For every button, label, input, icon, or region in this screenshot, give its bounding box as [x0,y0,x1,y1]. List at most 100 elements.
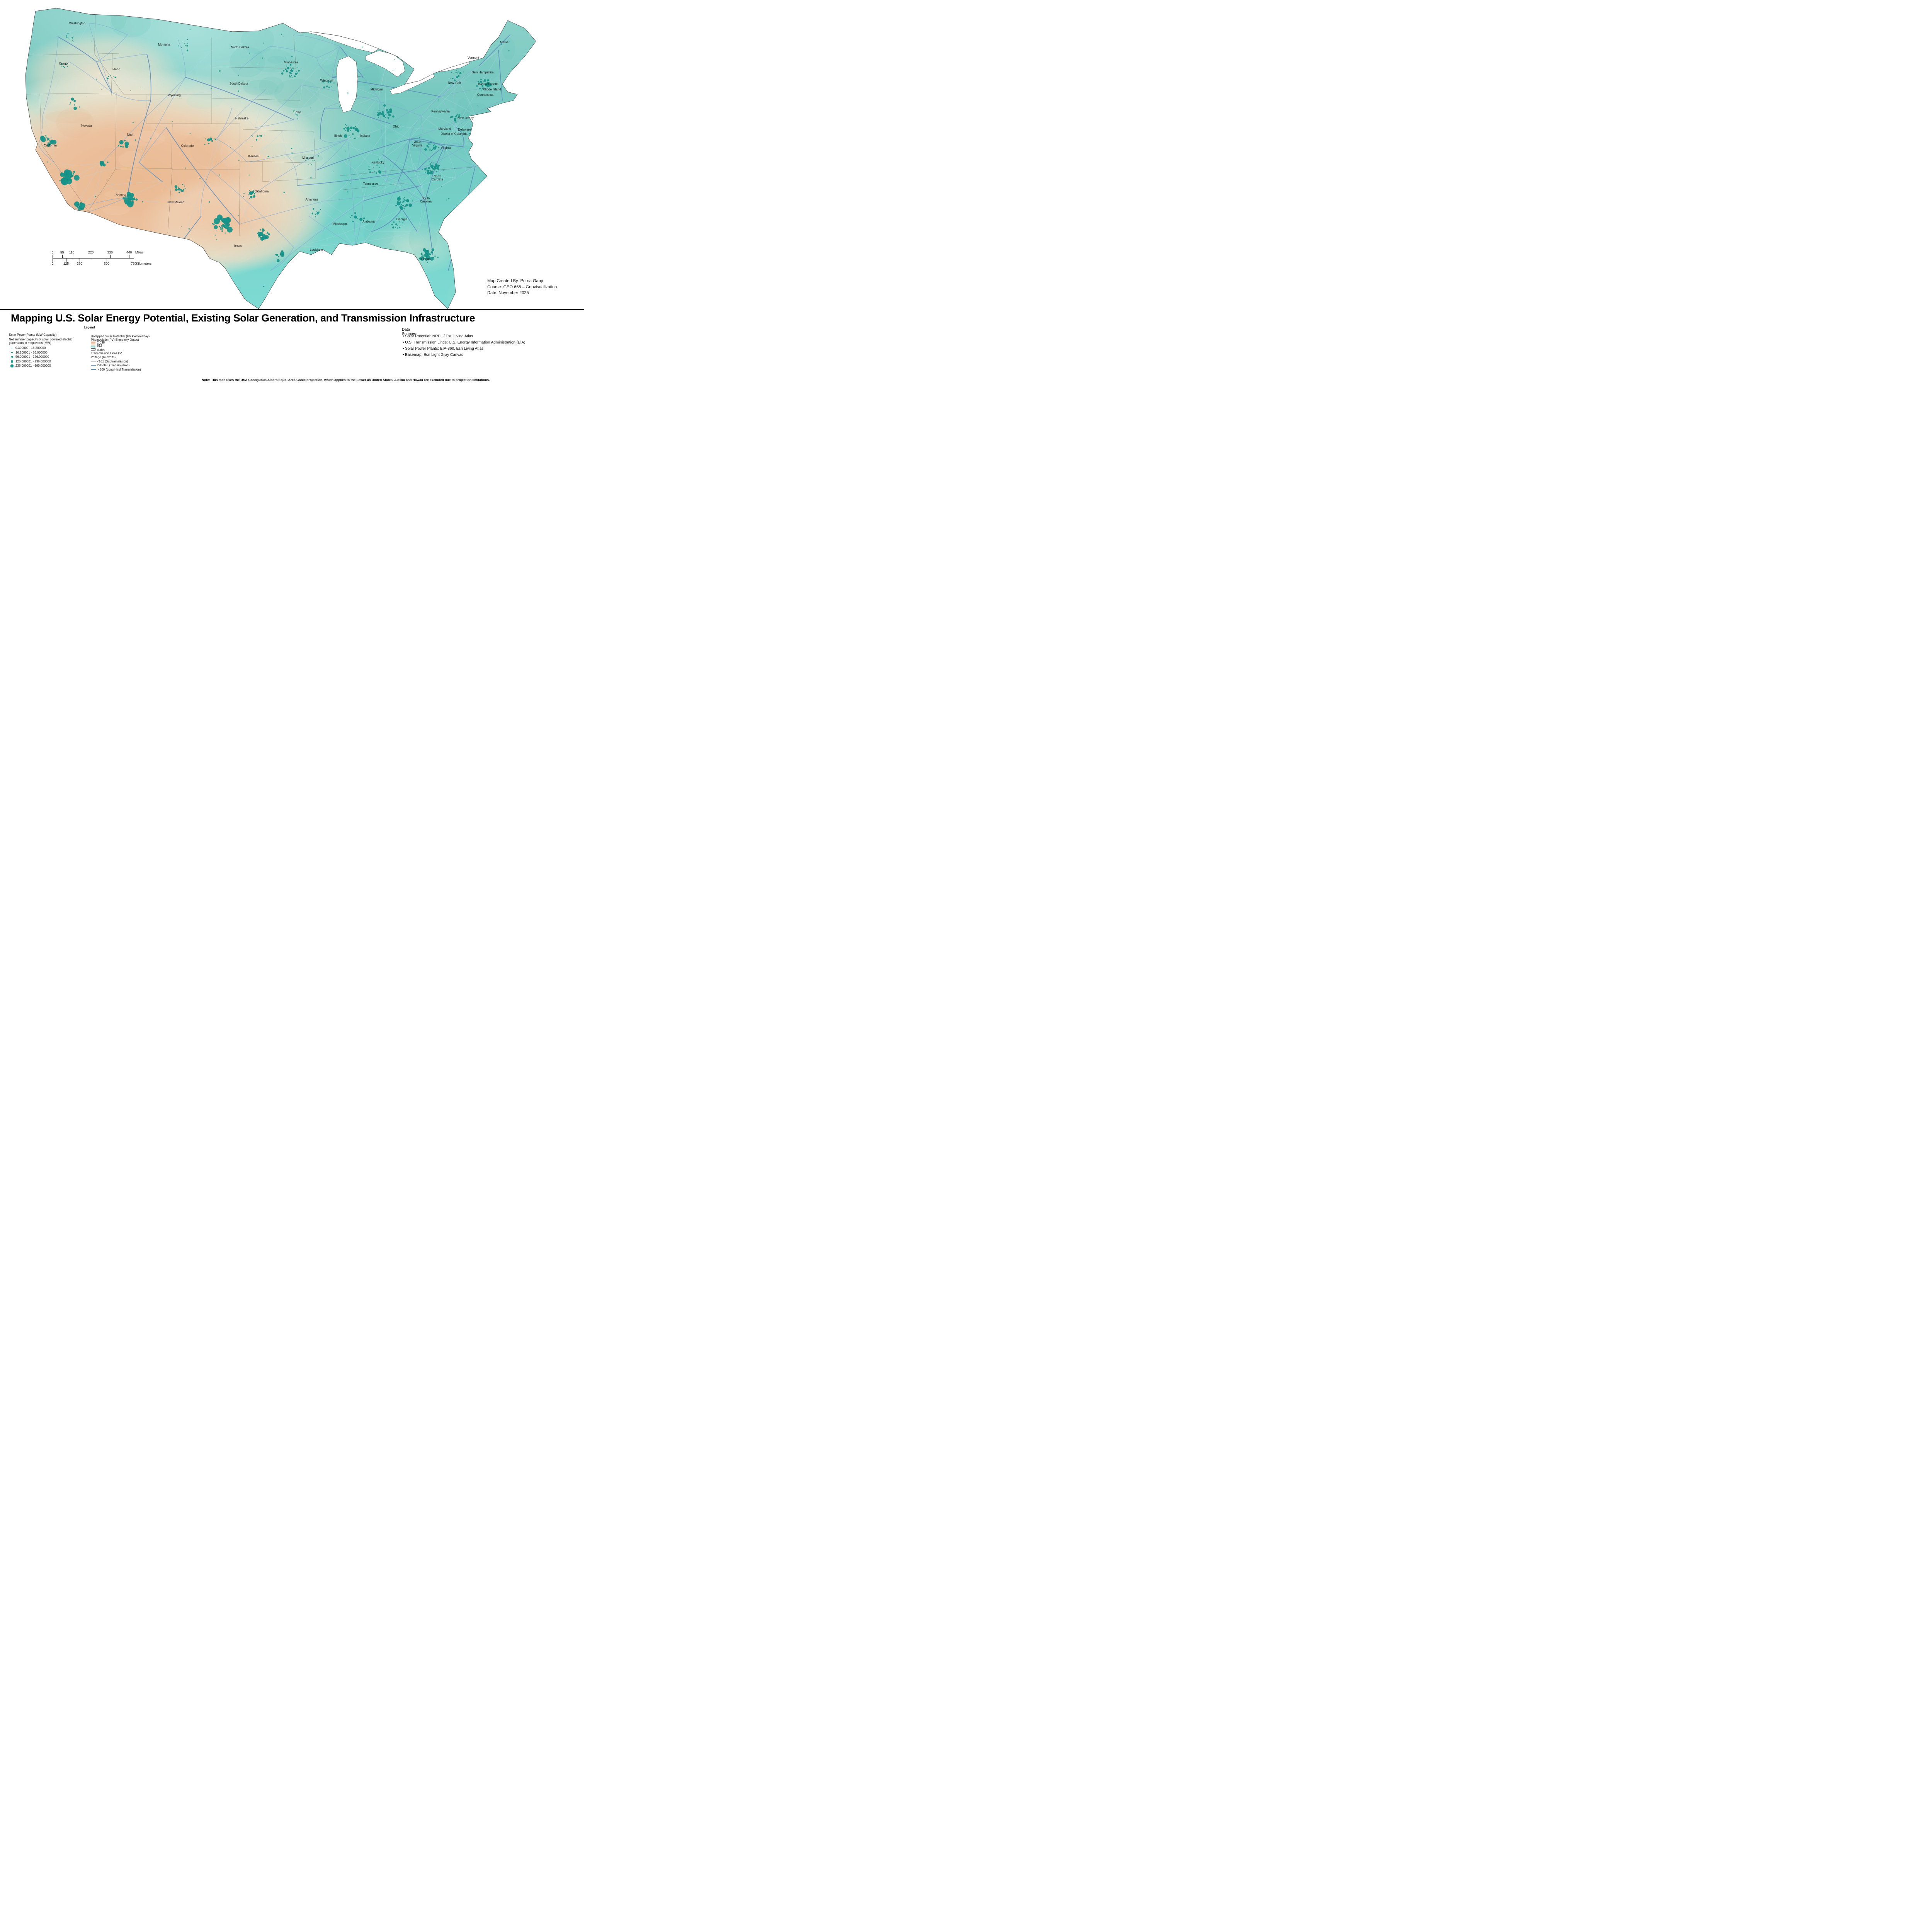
solar-plant-dot [130,90,131,91]
potential-max-value: 2,038 [97,341,105,344]
solar-plant-dot [403,206,405,207]
credit-course: Course: GEO 668 – Geovisualization [487,284,557,289]
solar-plant-dot [222,218,229,224]
transmission-line [58,23,89,37]
transmission-line [286,154,298,186]
solar-plant-dot [70,102,71,103]
solar-plant-dot [316,211,317,212]
state-label-mississippi: Mississippi [333,222,348,226]
transmission-line [390,96,441,124]
solar-plant-dot [250,196,253,199]
solar-plant-dot [243,196,244,197]
transmission-line [398,139,410,182]
legend-transmission-class-row: 220-345 (Transmission) [91,364,141,368]
transmission-line [127,100,151,197]
solar-plant-dot [451,72,452,73]
scale-label-km: 125 [63,262,69,265]
transmission-line [210,85,302,170]
solar-plant-dot [403,201,405,202]
solar-plant-dot [115,77,116,78]
solar-plant-dot [267,156,269,157]
solar-plant-dot [345,124,346,125]
solar-plant-dot [241,21,242,22]
transmission-line [293,85,302,120]
solar-plant-dot [249,53,250,54]
solar-plant-dot [482,88,484,89]
plants-legend-subtitle: Net summer capacity of solar powered ele… [9,338,73,345]
solar-plant-dot [213,218,220,224]
transmission-line [239,46,271,70]
legend-plant-dot [10,360,14,363]
legend-transmission-line-sample [91,365,96,366]
state-label-montana: Montana [158,43,170,46]
solar-plant-dot [185,45,186,46]
solar-plant-dot [425,259,427,261]
transmission-line [127,34,147,54]
solar-plant-dot [118,145,119,146]
solar-plant-dot [531,209,532,210]
solar-plant-dot [424,168,427,170]
scale-label-miles: 110 [69,250,75,254]
transmission-line [475,116,487,128]
legend-plant-class-row: 236.000001 - 690.000000 [10,364,51,368]
transmission-line [112,92,151,101]
solar-plant-dot [392,227,394,229]
state-label-nevada: Nevada [81,124,92,128]
state-label-new-york: New York [448,81,461,85]
state-label-new-jersey: New Jersey [457,116,474,120]
solar-plant-dot [67,33,69,34]
solar-plant-dot [458,115,461,117]
solar-plant-dot [455,211,456,213]
transmission-line [88,23,112,93]
transmission-line [398,181,425,201]
solar-plant-dot [331,86,332,87]
transmission-line [309,216,356,248]
solar-plant-dot [219,226,221,228]
solar-plant-dot [262,230,264,232]
legend-plant-class-label: 0.300000 - 16.200000 [15,346,46,350]
state-label-south-carolina: South Carolina [420,197,432,203]
solar-plant-dot [430,257,434,261]
solar-plant-dot [209,201,210,203]
solar-plant-dot [386,109,388,111]
solar-plant-dot [407,200,409,202]
transmission-line [42,36,58,116]
solar-plant-dot [183,189,184,190]
solar-plant-dot [479,87,481,90]
solar-plant-dot [204,252,206,253]
solar-plant-dot [454,72,456,73]
solar-plant-dot [262,57,263,59]
transmission-line [371,208,402,232]
state-label-missouri: Missouri [302,156,314,160]
legend-transmission-class-label: 220-345 (Transmission) [97,364,130,367]
solar-plant-dot [354,212,356,214]
solar-plant-dot [429,163,431,165]
solar-plant-dot [186,45,188,47]
solar-plant-dot [189,29,191,30]
scale-miles-unit: Miles [135,250,143,254]
solar-plant-dot [487,79,489,81]
solar-plant-dot [326,86,327,87]
transmission-line [293,208,402,248]
transmission-line [183,139,217,240]
solar-plant-dot [399,221,400,223]
solar-plant-dot [529,121,530,122]
solar-plant-dot [486,83,487,84]
solar-plant-dot [485,88,486,90]
solar-plant-dot [263,230,265,231]
solar-plant-dot [102,163,106,167]
transmission-line [382,116,422,155]
solar-plant-dot [172,121,173,122]
solar-plant-dot [255,139,258,141]
transmission-line [398,181,402,209]
solar-plant-dot [430,142,432,143]
solar-plant-dot [377,113,380,116]
transmission-line [293,108,325,120]
solar-plant-dot [253,193,255,195]
solar-plant-dot [391,224,393,226]
solar-plant-dot [354,138,355,139]
scale-label-miles: 0 [51,250,54,254]
solar-plant-dot [286,70,287,71]
solar-plant-dot [150,138,151,139]
solar-plant-dot [268,233,270,236]
